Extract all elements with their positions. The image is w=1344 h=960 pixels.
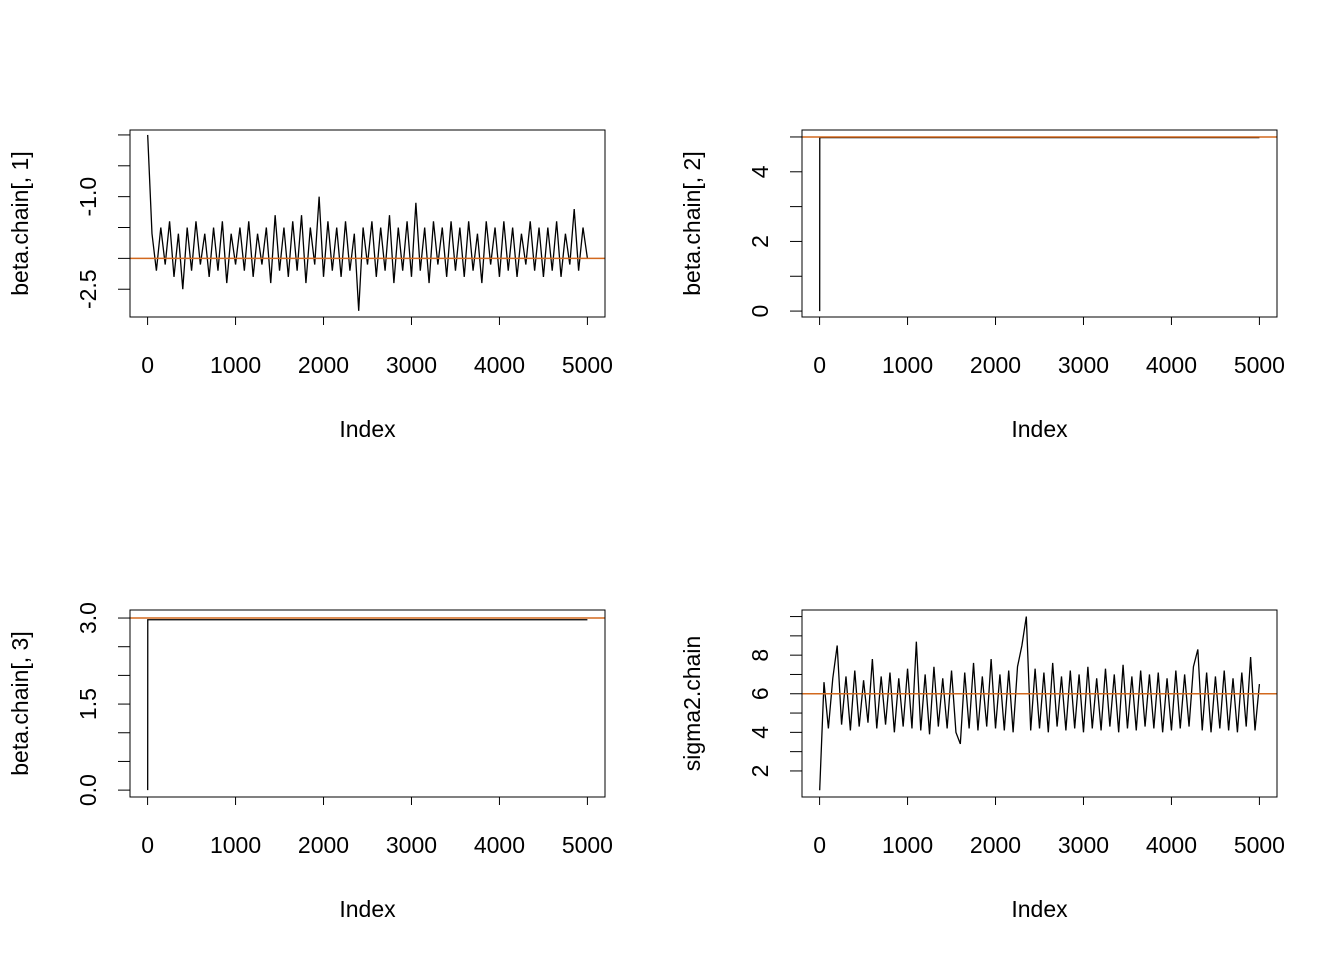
x-tick-label: 2000 <box>970 352 1021 378</box>
x-tick-label: 3000 <box>386 352 437 378</box>
y-axis-label: beta.chain[, 3] <box>7 631 33 776</box>
y-axis-label: beta.chain[, 1] <box>7 151 33 296</box>
trace-line <box>147 134 589 311</box>
x-tick-label: 4000 <box>1146 352 1197 378</box>
y-axis-label: sigma2.chain <box>679 636 705 772</box>
y-tick-label: 6 <box>747 687 773 700</box>
panel: 0 1000 2000 3000 4000 5000 0 2 4 Index beta.chain[… <box>679 129 1285 442</box>
x-tick-label: 4000 <box>474 352 525 378</box>
x-tick-label: 5000 <box>1234 352 1285 378</box>
panel: 0 1000 2000 3000 4000 5000 -2.5 -1.0 Index beta.c… <box>7 129 613 442</box>
x-axis-label: Index <box>339 416 396 442</box>
panel: 0 1000 2000 3000 4000 5000 0.0 1.5 3.0 Index beta.… <box>7 602 613 922</box>
panel: 0 1000 2000 3000 4000 5000 2 4 6 8 Index sigma2.cha… <box>679 609 1285 922</box>
x-tick-label: 3000 <box>1058 832 1109 858</box>
x-tick-label: 5000 <box>562 352 613 378</box>
plot-frame <box>801 129 1278 318</box>
x-tick-label: 2000 <box>298 832 349 858</box>
x-tick-label: 1000 <box>882 352 933 378</box>
y-tick-label: 4 <box>747 165 773 178</box>
x-tick-label: 0 <box>141 832 154 858</box>
x-tick-label: 2000 <box>970 832 1021 858</box>
x-tick-label: 2000 <box>298 352 349 378</box>
x-tick-label: 3000 <box>386 832 437 858</box>
trace-line <box>147 619 588 791</box>
x-axis-label: Index <box>339 896 396 922</box>
y-tick-label: 8 <box>747 649 773 662</box>
x-tick-label: 0 <box>813 832 826 858</box>
x-tick-label: 1000 <box>882 832 933 858</box>
y-tick-label: 2 <box>747 765 773 778</box>
y-tick-label: 0.0 <box>75 774 101 806</box>
y-tick-label: -1.0 <box>75 177 101 217</box>
x-tick-label: 4000 <box>1146 832 1197 858</box>
x-tick-label: 1000 <box>210 352 261 378</box>
y-tick-label: 4 <box>747 726 773 739</box>
x-tick-label: 5000 <box>562 832 613 858</box>
x-tick-label: 5000 <box>1234 832 1285 858</box>
x-axis-label: Index <box>1011 896 1068 922</box>
x-tick-label: 0 <box>141 352 154 378</box>
y-tick-label: 1.5 <box>75 688 101 720</box>
x-tick-label: 4000 <box>474 832 525 858</box>
x-tick-label: 3000 <box>1058 352 1109 378</box>
plot-frame <box>129 129 606 318</box>
plot-frame <box>129 609 606 798</box>
x-tick-label: 1000 <box>210 832 261 858</box>
x-tick-label: 0 <box>813 352 826 378</box>
y-tick-label: 0 <box>747 305 773 318</box>
y-tick-label: 3.0 <box>75 602 101 634</box>
trace-line <box>819 616 1261 791</box>
trace-line <box>819 137 1260 312</box>
y-tick-label: 2 <box>747 235 773 248</box>
y-tick-label: -2.5 <box>75 269 101 309</box>
y-axis-label: beta.chain[, 2] <box>679 151 705 296</box>
plot-frame <box>801 609 1278 798</box>
x-axis-label: Index <box>1011 416 1068 442</box>
